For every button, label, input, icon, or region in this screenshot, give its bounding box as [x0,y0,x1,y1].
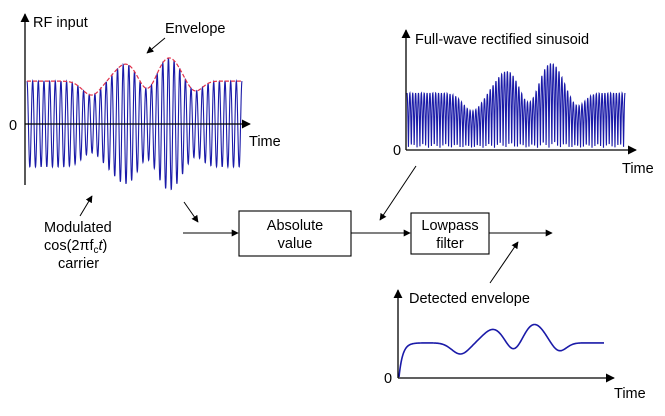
rf-zero-label: 0 [9,118,17,134]
detected-panel: Detected envelope 0 Time [384,289,646,402]
carrier-label-line2: cos(2πfct) [44,238,107,256]
rf-input-label: RF input [33,15,88,31]
carrier-label-sub: c [94,245,99,256]
rf-to-input-pointer [183,201,199,223]
absolute-value-line2: value [278,236,313,252]
carrier-label-suffix: ) [103,238,108,254]
carrier-pointer-arrow [79,195,93,217]
rf-envelope-curve [27,57,242,96]
block-diagram: Absolute value Lowpass filter [183,165,553,284]
carrier-label-t: t [99,238,104,254]
lowpass-filter-line2: filter [436,236,464,252]
detected-pointer-arrow [489,241,519,284]
carrier-label-line3: carrier [58,256,99,272]
det-zero-label: 0 [384,371,392,387]
carrier-annotation: Modulated cos(2πfct) carrier [44,195,112,272]
fullwave-pointer-arrow [379,165,417,221]
absolute-value-block [238,210,352,257]
fw-zero-label: 0 [393,143,401,159]
rf-input-panel: RF input 0 Time Envelope [9,13,281,191]
rf-time-label: Time [249,134,281,150]
lowpass-filter-line1: Lowpass [421,218,478,234]
absolute-value-line1: Absolute [267,218,323,234]
detected-envelope-waveform [398,323,604,378]
det-time-label: Time [614,386,646,402]
carrier-label-prefix: cos(2πf [44,238,94,254]
fullwave-rectified-waveform [406,63,626,148]
detected-label: Detected envelope [409,291,530,307]
envelope-pointer-arrow [146,37,166,54]
envelope-label: Envelope [165,21,225,37]
carrier-label-line1: Modulated [44,220,112,236]
fullwave-label: Full-wave rectified sinusoid [415,32,589,48]
fullwave-panel: Full-wave rectified sinusoid 0 Time [393,29,654,177]
fw-time-label: Time [622,161,654,177]
